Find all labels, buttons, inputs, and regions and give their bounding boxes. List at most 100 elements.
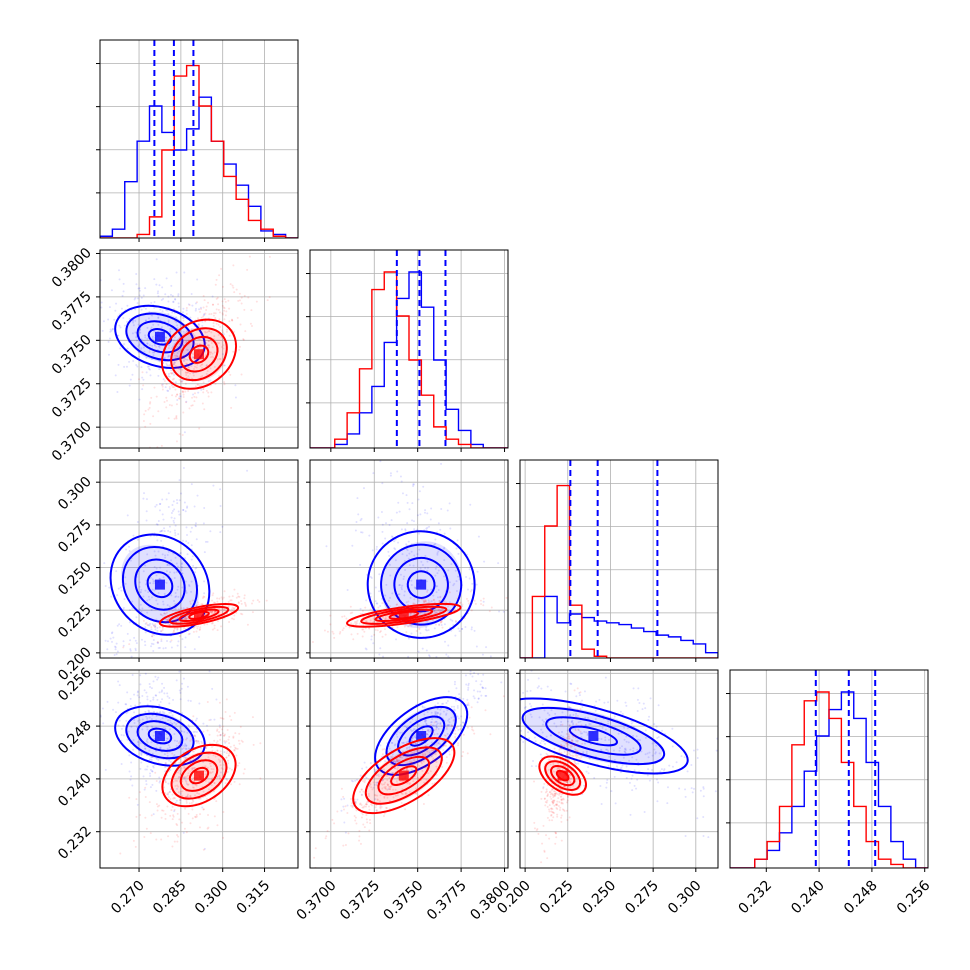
scatter-point (450, 723, 453, 726)
scatter-point (607, 738, 610, 741)
scatter-point (542, 786, 545, 789)
scatter-point (180, 563, 183, 566)
scatter-point (435, 761, 438, 764)
contour-level-2 (364, 746, 443, 805)
scatter-point (345, 617, 348, 620)
scatter-point (388, 785, 391, 788)
scatter-point (426, 512, 429, 515)
scatter-point (112, 682, 114, 684)
scatter-point (467, 682, 470, 685)
scatter-point (439, 596, 442, 599)
scatter-point (158, 691, 161, 694)
contour-level-1 (136, 720, 184, 752)
scatter-point (174, 627, 177, 630)
scatter-point (707, 836, 710, 839)
scatter-point (393, 547, 396, 550)
scatter-point (156, 641, 159, 644)
scatter-point (395, 760, 398, 763)
scatter-point (422, 765, 425, 768)
scatter-point (365, 803, 368, 806)
scatter-point (360, 803, 363, 806)
scatter-point (157, 646, 160, 649)
scatter-point (198, 310, 201, 313)
scatter-point (147, 408, 150, 411)
scatter-point (168, 702, 171, 705)
scatter-point (560, 720, 563, 723)
scatter-point (513, 691, 515, 693)
scatter-point (153, 344, 156, 347)
scatter-point (383, 796, 386, 799)
scatter-point (155, 750, 158, 753)
scatter-point (331, 630, 334, 633)
scatter-point (482, 687, 485, 690)
scatter-point (200, 750, 203, 753)
scatter-point (239, 725, 242, 728)
scatter-point (227, 600, 230, 603)
scatter-point (426, 729, 429, 732)
scatter-point (244, 330, 247, 333)
scatter-point (212, 325, 215, 328)
scatter-point (150, 301, 153, 304)
scatter-point (699, 789, 702, 792)
scatter-point (138, 721, 141, 724)
scatter-point (355, 809, 358, 812)
scatter-point (395, 780, 398, 783)
scatter-point (424, 554, 427, 557)
scatter-point (546, 712, 549, 715)
scatter-point (418, 532, 421, 535)
scatter-point (684, 788, 687, 791)
scatter-point (156, 809, 159, 812)
scatter-point (659, 770, 662, 773)
scatter-point (600, 748, 603, 751)
scatter-point (340, 787, 343, 790)
scatter-point (430, 711, 433, 714)
scatter-point (406, 762, 409, 765)
scatter-point (150, 687, 153, 690)
scatter-point (477, 697, 480, 700)
scatter-point (435, 720, 438, 723)
scatter-point (177, 366, 180, 369)
scatter-point (386, 774, 389, 777)
scatter-point (186, 793, 189, 796)
scatter-point (598, 698, 601, 701)
scatter-point (219, 733, 222, 736)
scatter-point (230, 768, 233, 771)
scatter-point (437, 588, 440, 591)
scatter-point (437, 522, 440, 525)
histogram-series-1 (100, 64, 298, 238)
scatter-point (409, 596, 412, 599)
scatter-point (167, 347, 170, 350)
scatter-point (221, 312, 224, 315)
scatter-point (172, 377, 175, 380)
scatter-point (91, 337, 93, 339)
scatter-point (326, 630, 329, 633)
scatter-point (129, 705, 132, 708)
scatter-point (313, 856, 316, 859)
scatter-point (170, 559, 173, 562)
scatter-point (436, 711, 439, 714)
scatter-point (204, 312, 207, 315)
scatter-point (445, 712, 448, 715)
scatter-point (168, 759, 171, 762)
scatter-point (553, 770, 556, 773)
scatter-point (223, 608, 226, 611)
scatter-point (195, 813, 198, 816)
panel-frame (99, 669, 299, 869)
scatter-point (443, 532, 446, 535)
scatter-point (102, 320, 105, 323)
scatter-point (613, 759, 616, 762)
scatter-point (118, 662, 120, 664)
scatter-point (153, 306, 156, 309)
scatter-point (144, 336, 147, 339)
scatter-point (568, 714, 571, 717)
scatter-point (172, 698, 175, 701)
scatter-point (182, 391, 185, 394)
scatter-point (172, 363, 175, 366)
scatter-point (192, 374, 195, 377)
scatter-point (107, 353, 110, 356)
scatter-point (404, 808, 407, 811)
scatter-point (168, 387, 171, 390)
scatter-point (435, 712, 438, 715)
scatter-point (203, 338, 206, 341)
density-peak (194, 610, 204, 621)
